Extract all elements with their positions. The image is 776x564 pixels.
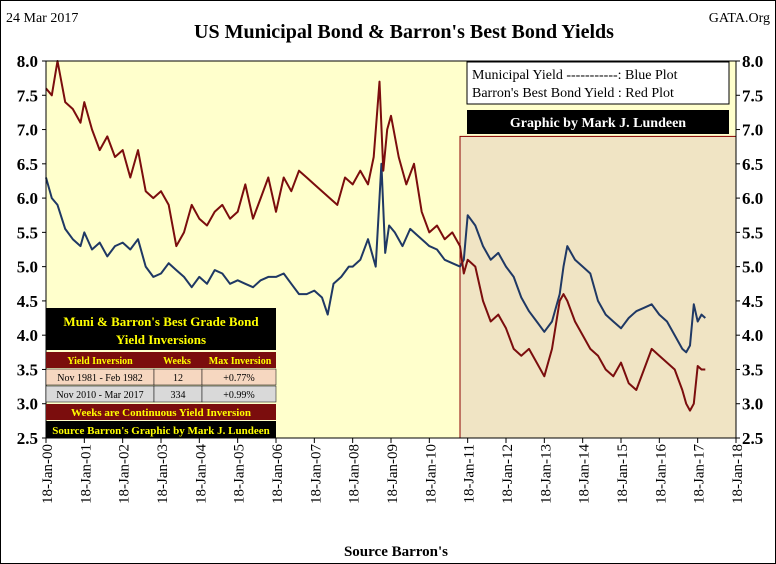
legend-municipal: Municipal Yield -----------: Blue Plot <box>472 68 678 83</box>
x-tick-label: 18-Jan-13 <box>538 444 554 504</box>
table-footer-1 <box>46 404 276 420</box>
y-tick-label: 4.0 <box>742 326 763 345</box>
table-row1-period: Nov 1981 - Feb 1982 <box>57 373 143 384</box>
x-tick-label: 18-Jan-05 <box>232 444 248 504</box>
y-tick-label: 7.5 <box>17 86 38 105</box>
table-col-max: Max Inversion <box>209 356 272 367</box>
date-label: 24 Mar 2017 <box>6 11 78 26</box>
y-tick-label: 3.5 <box>17 360 38 379</box>
x-tick-label: 18-Jan-03 <box>155 444 171 504</box>
y-tick-label: 6.5 <box>742 155 763 174</box>
y-tick-label: 7.0 <box>742 121 763 140</box>
table-footer-line2: Source Barron's Graphic by Mark J. Lunde… <box>52 425 269 437</box>
table-row2-max: +0.99% <box>223 390 254 401</box>
x-tick-label: 18-Jan-04 <box>193 444 209 504</box>
table-cell <box>201 385 277 403</box>
legend-barrons: Barron's Best Bond Yield : Red Plot <box>472 86 674 101</box>
y-tick-label: 8.0 <box>742 52 763 71</box>
x-tick-label: 18-Jan-17 <box>692 444 708 504</box>
x-tick-label: 18-Jan-07 <box>308 444 324 504</box>
table-cell <box>201 368 277 386</box>
y-tick-label: 6.0 <box>742 189 763 208</box>
table-footer-line1: Weeks are Continuous Yield Inversion <box>71 407 251 419</box>
x-tick-label: 18-Jan-02 <box>117 444 133 504</box>
table-row1-max: +0.77% <box>223 373 254 384</box>
table-row1-weeks: 12 <box>173 373 183 384</box>
table-row2-period: Nov 2010 - Mar 2017 <box>56 390 143 401</box>
series-municipal-line <box>45 162 706 354</box>
table-header-row <box>46 352 276 368</box>
chart-title: US Municipal Bond & Barron's Best Bond Y… <box>194 21 614 43</box>
y-tick-label: 3.0 <box>17 395 38 414</box>
x-tick-label: 18-Jan-10 <box>423 444 439 504</box>
table-footer-2 <box>46 421 276 438</box>
x-tick-label: 18-Jan-16 <box>653 444 669 504</box>
credit-text: Graphic by Mark J. Lundeen <box>510 116 686 131</box>
table-title-line1: Muni & Barron's Best Grade Bond <box>63 314 259 329</box>
x-tick-label: 18-Jan-01 <box>78 444 94 504</box>
y-tick-label: 7.5 <box>742 86 763 105</box>
table-title-line2: Yield Inversions <box>116 332 206 347</box>
legend-box <box>466 61 730 105</box>
x-tick-label: 18-Jan-11 <box>462 444 478 503</box>
y-tick-label: 5.5 <box>17 223 38 242</box>
table-col-weeks: Weeks <box>163 356 191 367</box>
y-tick-label: 4.5 <box>742 292 763 311</box>
x-tick-label: 18-Jan-15 <box>615 444 631 504</box>
y-tick-label: 5.5 <box>742 223 763 242</box>
x-axis-label: Source Barron's <box>344 544 448 560</box>
y-tick-label: 3.5 <box>742 360 763 379</box>
y-axis-left: 2.5 3.0 3.5 4.0 4.5 5.0 5.5 6.0 6.5 7.0 7.5 8.0 <box>17 52 46 448</box>
x-axis: 18-Jan-00 18-Jan-01 18-Jan-02 18-Jan-03 18-J… <box>40 438 746 504</box>
x-tick-label: 18-Jan-08 <box>347 444 363 504</box>
x-tick-label: 18-Jan-14 <box>577 444 593 504</box>
x-tick-label: 18-Jan-00 <box>40 444 56 504</box>
y-axis-right: 2.5 3.0 3.5 4.0 4.5 5.0 5.5 6.0 6.5 7.0 7.5 8.0 <box>736 52 763 448</box>
table-row2-weeks: 334 <box>171 390 186 401</box>
y-tick-label: 6.5 <box>17 155 38 174</box>
y-tick-label: 2.5 <box>17 429 38 448</box>
credit-bar <box>467 110 729 134</box>
y-tick-label: 5.0 <box>742 258 763 277</box>
plot-border <box>45 60 737 439</box>
y-tick-label: 4.5 <box>17 292 38 311</box>
y-tick-label: 4.0 <box>17 326 38 345</box>
legend: Municipal Yield -----------: Blue Plot B… <box>466 61 730 134</box>
x-tick-label: 18-Jan-09 <box>385 444 401 504</box>
y-tick-label: 2.5 <box>742 429 763 448</box>
table-col-inversion: Yield Inversion <box>67 356 133 367</box>
y-tick-label: 6.0 <box>17 189 38 208</box>
x-tick-label: 18-Jan-12 <box>500 444 516 504</box>
x-tick-label: 18-Jan-18 <box>730 444 746 504</box>
shaded-region <box>459 135 737 439</box>
y-tick-label: 5.0 <box>17 258 38 277</box>
inversion-table: Muni & Barron's Best Grade Bond Yield In… <box>45 308 277 438</box>
y-tick-label: 8.0 <box>17 52 38 71</box>
x-tick-label: 18-Jan-06 <box>270 444 286 504</box>
series-barrons-line <box>45 60 706 412</box>
y-tick-label: 3.0 <box>742 395 763 414</box>
y-tick-label: 7.0 <box>17 121 38 140</box>
table-title-bg <box>46 308 276 350</box>
site-label: GATA.Org <box>709 11 770 26</box>
